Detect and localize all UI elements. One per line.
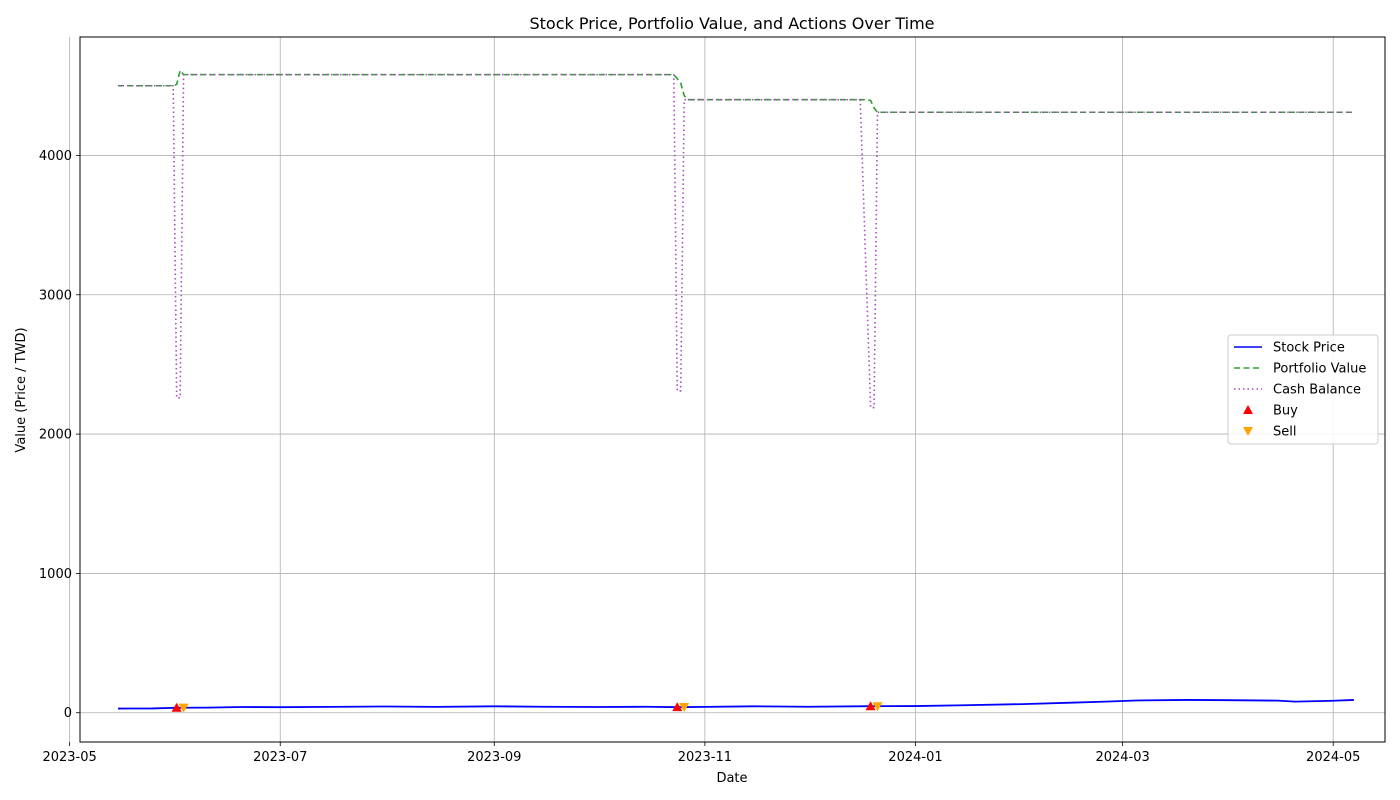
grid <box>69 37 1385 742</box>
y-tick-label: 1000 <box>39 567 72 582</box>
axis-ticks: 2023-05 2023-07 2023-09 2023-11 2024-01 2024-… <box>39 149 1360 765</box>
legend-box <box>1227 334 1379 445</box>
y-tick-label: 0 <box>64 706 72 721</box>
y-axis-label: Value (Price / TWD) <box>14 327 29 452</box>
series-portfolio-value <box>117 69 1354 114</box>
legend-swatch-sell <box>1243 427 1253 436</box>
legend-label-stock-price: Stock Price <box>1273 341 1345 356</box>
chart-title: Stock Price, Portfolio Value, and Action… <box>529 14 934 33</box>
buy-marker <box>171 702 182 712</box>
y-tick-label: 4000 <box>39 149 72 164</box>
sell-marker <box>178 703 189 713</box>
y-tick-label: 2000 <box>39 428 72 443</box>
x-tick-label: 2023-07 <box>253 750 307 765</box>
legend: Stock Price Portfolio Value Cash Balance Bu… <box>1227 334 1379 445</box>
legend-swatch-buy <box>1243 405 1253 414</box>
series-cash-balance <box>117 73 1354 409</box>
legend-label-portfolio-value: Portfolio Value <box>1273 362 1366 377</box>
legend-label-sell: Sell <box>1273 425 1296 440</box>
x-tick-label: 2024-05 <box>1306 750 1360 765</box>
buy-marker <box>672 702 683 712</box>
legend-label-buy: Buy <box>1273 404 1298 419</box>
x-tick-label: 2023-11 <box>678 750 732 765</box>
x-tick-label: 2023-05 <box>42 750 96 765</box>
sell-marker <box>679 703 690 713</box>
legend-label-cash-balance: Cash Balance <box>1273 383 1361 398</box>
x-tick-label: 2023-09 <box>467 750 521 765</box>
action-markers <box>171 701 883 713</box>
plot-area <box>117 69 1354 710</box>
sell-marker <box>872 702 883 712</box>
x-axis-label: Date <box>716 771 747 786</box>
series-stock-price <box>117 699 1354 710</box>
plot-frame <box>79 36 1386 743</box>
x-tick-label: 2024-01 <box>888 750 942 765</box>
x-tick-label: 2024-03 <box>1095 750 1149 765</box>
buy-marker <box>865 701 876 711</box>
y-tick-label: 3000 <box>39 288 72 303</box>
